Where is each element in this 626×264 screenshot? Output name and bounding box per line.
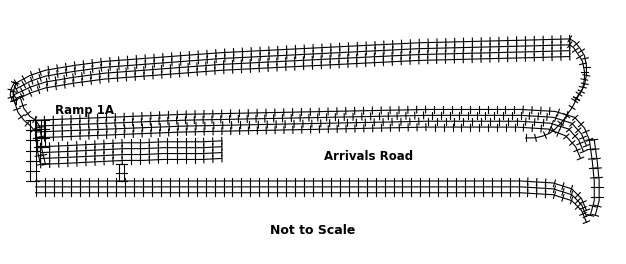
Text: Arrivals Road: Arrivals Road — [324, 150, 413, 163]
Text: Not to Scale: Not to Scale — [270, 224, 356, 237]
Text: Ramp 1A: Ramp 1A — [55, 104, 115, 117]
